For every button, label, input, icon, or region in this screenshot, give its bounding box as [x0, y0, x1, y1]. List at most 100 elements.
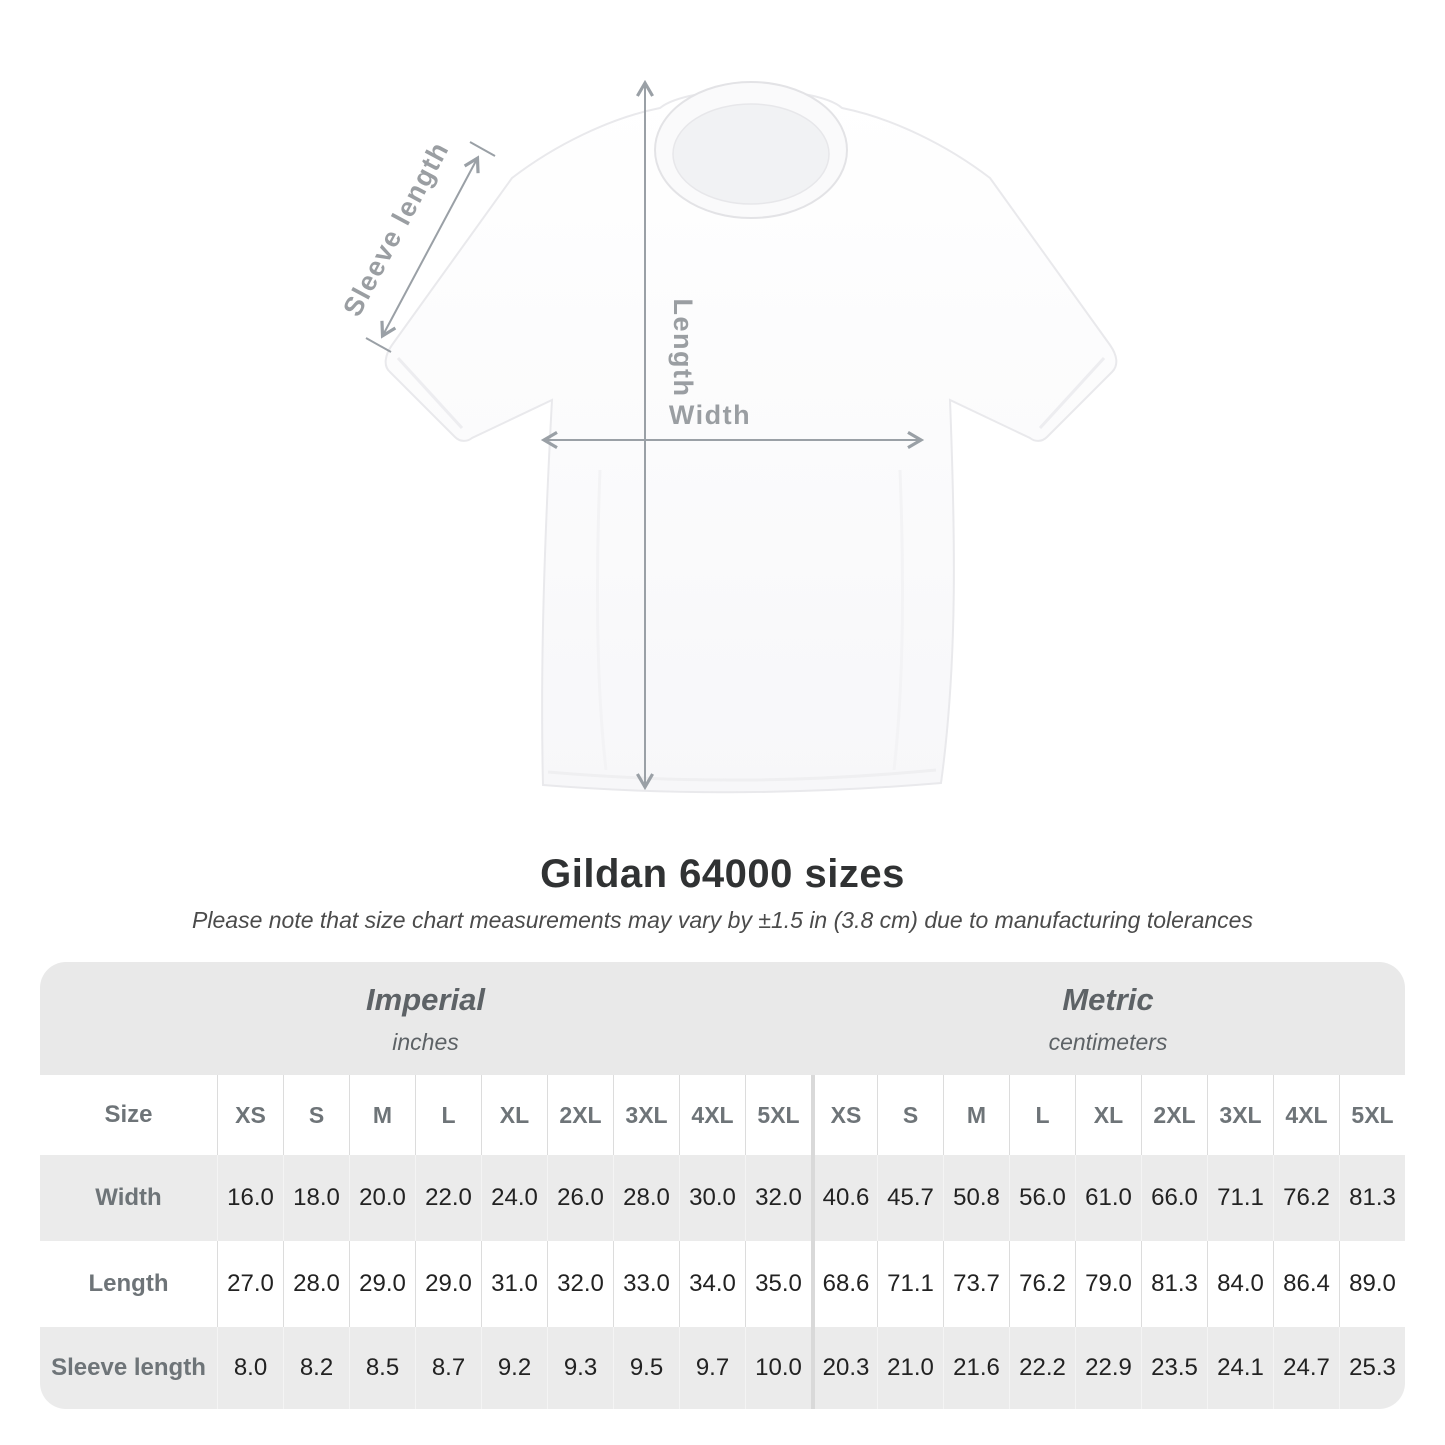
measurement-cell: 18.0: [283, 1155, 349, 1241]
measurement-cell: 8.7: [415, 1327, 481, 1409]
measurement-cell: 8.2: [283, 1327, 349, 1409]
tolerance-note: Please note that size chart measurements…: [192, 907, 1253, 933]
table-row: Width 16.0 18.0 20.0 22.0 24.0 26.0 28.0 30.0 32.…: [40, 1155, 1405, 1241]
measurement-cell: 32.0: [745, 1155, 811, 1241]
row-label: Length: [40, 1241, 217, 1327]
table-row: Length 27.0 28.0 29.0 29.0 31.0 32.0 33.0 34.0 35…: [40, 1241, 1405, 1327]
size-chart-table: Imperial inches Metric centimeters Size X…: [40, 962, 1405, 1409]
measurement-cell: 66.0: [1141, 1155, 1207, 1241]
measurement-cell: 61.0: [1075, 1155, 1141, 1241]
size-col-header: S: [877, 1075, 943, 1155]
measurement-cell: 10.0: [745, 1327, 811, 1409]
measurement-cell: 71.1: [1207, 1155, 1273, 1241]
measurement-cell: 9.2: [481, 1327, 547, 1409]
measurement-cell: 50.8: [943, 1155, 1009, 1241]
measurement-cell: 20.0: [349, 1155, 415, 1241]
metric-header: Metric centimeters: [811, 962, 1405, 1075]
sleeve-arrow-end-tick: [365, 337, 392, 353]
measurement-cell: 26.0: [547, 1155, 613, 1241]
metric-unit-label: centimeters: [1048, 1028, 1168, 1055]
imperial-header: Imperial inches: [40, 962, 811, 1075]
measurement-cell: 22.9: [1075, 1327, 1141, 1409]
measurement-cell: 9.7: [679, 1327, 745, 1409]
measurement-cell: 32.0: [547, 1241, 613, 1327]
imperial-unit-label: inches: [392, 1028, 459, 1055]
measurement-cell: 28.0: [613, 1155, 679, 1241]
sleeve-length-arrow: [380, 155, 480, 339]
row-label: Width: [40, 1155, 217, 1241]
measurement-cell: 89.0: [1339, 1241, 1405, 1327]
measurement-cell: 68.6: [811, 1241, 877, 1327]
size-col-header: 4XL: [679, 1075, 745, 1155]
size-col-header: 3XL: [613, 1075, 679, 1155]
size-col-header: S: [283, 1075, 349, 1155]
measurement-cell: 84.0: [1207, 1241, 1273, 1327]
size-col-header: M: [943, 1075, 1009, 1155]
measurement-cell: 76.2: [1273, 1155, 1339, 1241]
measurement-cell: 45.7: [877, 1155, 943, 1241]
measurement-cell: 71.1: [877, 1241, 943, 1327]
width-label: Width: [669, 400, 751, 430]
measurement-cell: 73.7: [943, 1241, 1009, 1327]
measurement-cell: 35.0: [745, 1241, 811, 1327]
measurement-cell: 24.0: [481, 1155, 547, 1241]
metric-label: Metric: [1062, 981, 1154, 1017]
measurement-cell: 81.3: [1141, 1241, 1207, 1327]
size-col-header: M: [349, 1075, 415, 1155]
measurement-cell: 29.0: [415, 1241, 481, 1327]
size-col-header: 4XL: [1273, 1075, 1339, 1155]
measurement-cell: 8.0: [217, 1327, 283, 1409]
dimension-arrows: [365, 79, 925, 791]
measurement-cell: 29.0: [349, 1241, 415, 1327]
measurement-cell: 23.5: [1141, 1327, 1207, 1409]
size-col-header: 2XL: [547, 1075, 613, 1155]
measurement-cell: 21.0: [877, 1327, 943, 1409]
size-col-header: 3XL: [1207, 1075, 1273, 1155]
measurement-cell: 24.7: [1273, 1327, 1339, 1409]
size-col-header: L: [415, 1075, 481, 1155]
measurement-cell: 81.3: [1339, 1155, 1405, 1241]
measurement-cell: 27.0: [217, 1241, 283, 1327]
page-title: Gildan 64000 sizes: [540, 852, 905, 896]
tshirt-image: [384, 81, 1118, 794]
measurement-cell: 24.1: [1207, 1327, 1273, 1409]
measurement-cell: 16.0: [217, 1155, 283, 1241]
measurement-cell: 79.0: [1075, 1241, 1141, 1327]
size-corner-label: Size: [40, 1075, 217, 1155]
table-row: Sleeve length 8.0 8.2 8.5 8.7 9.2 9.3 9.5 9.7 10.…: [40, 1327, 1405, 1409]
length-label: Length: [668, 299, 698, 398]
measurement-cell: 22.2: [1009, 1327, 1075, 1409]
sleeve-arrow-end-tick: [469, 141, 496, 157]
size-col-header: L: [1009, 1075, 1075, 1155]
size-col-header: XL: [1075, 1075, 1141, 1155]
measurement-cell: 86.4: [1273, 1241, 1339, 1327]
measurement-cell: 30.0: [679, 1155, 745, 1241]
size-col-header: 2XL: [1141, 1075, 1207, 1155]
size-col-header: XL: [481, 1075, 547, 1155]
size-col-header: 5XL: [1339, 1075, 1405, 1155]
measurement-cell: 76.2: [1009, 1241, 1075, 1327]
tshirt-measurement-diagram: Sleeve length Length Width: [337, 79, 1118, 794]
size-col-header: XS: [217, 1075, 283, 1155]
measurement-cell: 21.6: [943, 1327, 1009, 1409]
row-label: Sleeve length: [40, 1327, 217, 1409]
measurement-cell: 8.5: [349, 1327, 415, 1409]
measurement-cell: 22.0: [415, 1155, 481, 1241]
unit-header-row: Imperial inches Metric centimeters: [40, 962, 1405, 1075]
size-col-header: 5XL: [745, 1075, 811, 1155]
measurement-cell: 28.0: [283, 1241, 349, 1327]
measurement-cell: 31.0: [481, 1241, 547, 1327]
measurement-cell: 9.3: [547, 1327, 613, 1409]
measurement-cell: 25.3: [1339, 1327, 1405, 1409]
measurement-cell: 20.3: [811, 1327, 877, 1409]
size-guide-illustration: Sleeve length Length Width: [337, 79, 1118, 794]
measurement-cell: 56.0: [1009, 1155, 1075, 1241]
imperial-label: Imperial: [366, 981, 485, 1017]
measurement-cell: 34.0: [679, 1241, 745, 1327]
measurement-cell: 9.5: [613, 1327, 679, 1409]
size-col-header: XS: [811, 1075, 877, 1155]
size-chart: Imperial inches Metric centimeters Size X…: [40, 962, 1405, 1409]
measurement-cell: 40.6: [811, 1155, 877, 1241]
size-header-row: Size XS S M L XL 2XL 3XL 4XL 5XL XS S M L XL 2XL 3XL 4XL 5…: [40, 1075, 1405, 1155]
measurement-cell: 33.0: [613, 1241, 679, 1327]
